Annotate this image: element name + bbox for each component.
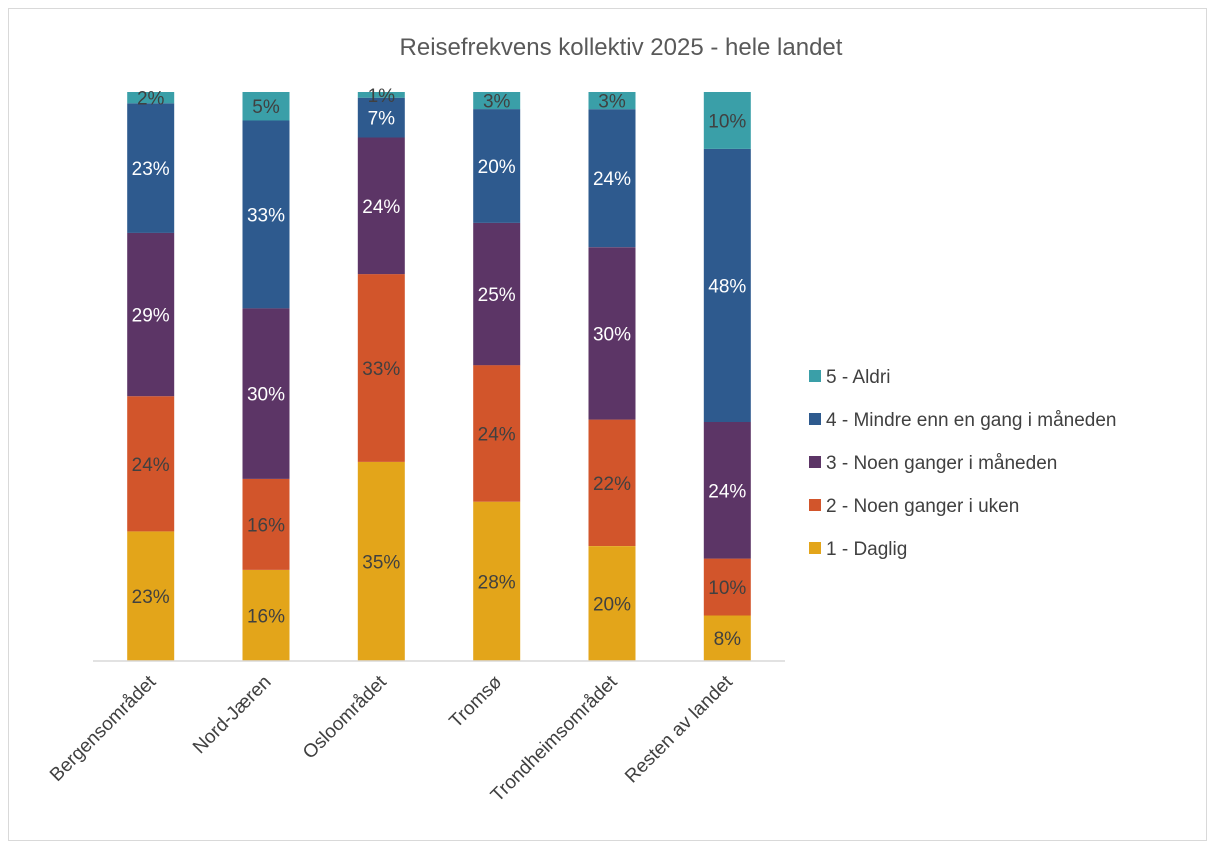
bar-segment <box>357 137 405 275</box>
data-label: 24% <box>593 169 631 190</box>
bars-group: 23%24%29%23%2%16%16%30%33%5%35%33%24%7%1… <box>127 86 751 661</box>
data-label: 30% <box>593 324 631 345</box>
bar-segment <box>588 419 636 546</box>
data-label: 20% <box>593 595 631 616</box>
data-label: 24% <box>132 455 170 476</box>
category-label: Resten av landet <box>621 671 737 787</box>
data-label: 48% <box>708 277 746 298</box>
data-label: 28% <box>478 572 516 593</box>
category-labels: Bergensområdet Nord-Jæren Osloområdet Troms… <box>46 671 737 806</box>
bar-segment <box>357 97 405 138</box>
bar-segment <box>242 478 290 570</box>
data-label: 1% <box>368 86 396 107</box>
legend-label: 2 - Noen ganger i uken <box>826 496 1019 517</box>
chart-frame: Reisefrekvens kollektiv 2025 - hele land… <box>8 8 1207 841</box>
data-label: 35% <box>362 552 400 573</box>
bar-segment <box>242 570 290 661</box>
data-label: 16% <box>247 515 285 536</box>
data-label: 2% <box>137 89 165 110</box>
category-label: Bergensområdet <box>46 671 161 786</box>
category-label: Tromsø <box>446 671 507 732</box>
bar-segment <box>242 120 290 309</box>
legend-swatch <box>809 413 821 425</box>
bar-segment <box>357 274 405 462</box>
bar-segment <box>588 546 636 661</box>
data-label: 23% <box>132 159 170 180</box>
data-label: 24% <box>708 481 746 502</box>
legend-swatch <box>809 542 821 554</box>
data-label: 33% <box>247 205 285 226</box>
data-label: 16% <box>247 607 285 628</box>
legend: 5 - Aldri 4 - Mindre enn en gang i månede… <box>809 367 1116 560</box>
category-label: Trondheimsområdet <box>487 671 622 806</box>
data-label: 33% <box>362 359 400 380</box>
legend-label: 1 - Daglig <box>826 539 907 560</box>
bar-segment <box>703 92 751 149</box>
legend-swatch <box>809 370 821 382</box>
bar-segment <box>588 92 636 110</box>
data-label: 10% <box>708 578 746 599</box>
bar-segment <box>703 615 751 661</box>
chart-title: Reisefrekvens kollektiv 2025 - hele land… <box>400 34 843 61</box>
data-label: 29% <box>132 306 170 327</box>
data-label: 30% <box>247 385 285 406</box>
bar-segment <box>473 92 521 110</box>
bar-segment <box>127 232 175 397</box>
data-label: 24% <box>478 424 516 445</box>
bar-segment <box>127 92 175 104</box>
stacked-bar-chart: Reisefrekvens kollektiv 2025 - hele land… <box>46 34 1116 806</box>
bar-segment <box>357 461 405 661</box>
bar-segment <box>127 396 175 532</box>
bar-segment <box>242 92 290 121</box>
data-label: 3% <box>483 92 511 113</box>
data-label: 8% <box>714 629 742 650</box>
data-label: 20% <box>478 157 516 178</box>
legend-swatch <box>809 456 821 468</box>
bar-segment <box>588 109 636 248</box>
category-label: Osloområdet <box>299 671 391 763</box>
legend-label: 3 - Noen ganger i måneden <box>826 453 1057 474</box>
legend-label: 4 - Mindre enn en gang i måneden <box>826 410 1116 431</box>
legend-label: 5 - Aldri <box>826 367 890 388</box>
bar-segment <box>703 422 751 559</box>
bar-segment <box>357 92 405 98</box>
bar-segment <box>473 365 521 502</box>
data-label: 10% <box>708 112 746 133</box>
data-label: 5% <box>252 97 280 118</box>
bar-segment <box>127 531 175 661</box>
category-label: Nord-Jæren <box>189 672 276 759</box>
bar-segment <box>703 558 751 616</box>
data-label: 7% <box>368 109 396 130</box>
bar-segment <box>473 109 521 223</box>
bar-segment <box>473 501 521 661</box>
data-label: 23% <box>132 587 170 608</box>
data-label: 24% <box>362 197 400 218</box>
bar-segment <box>242 308 290 479</box>
data-label: 22% <box>593 474 631 495</box>
data-label: 25% <box>478 285 516 306</box>
bar-segment <box>473 222 521 366</box>
data-label: 3% <box>598 92 626 113</box>
bar-segment <box>703 148 751 422</box>
bar-segment <box>588 247 636 420</box>
bar-segment <box>127 103 175 233</box>
legend-swatch <box>809 499 821 511</box>
